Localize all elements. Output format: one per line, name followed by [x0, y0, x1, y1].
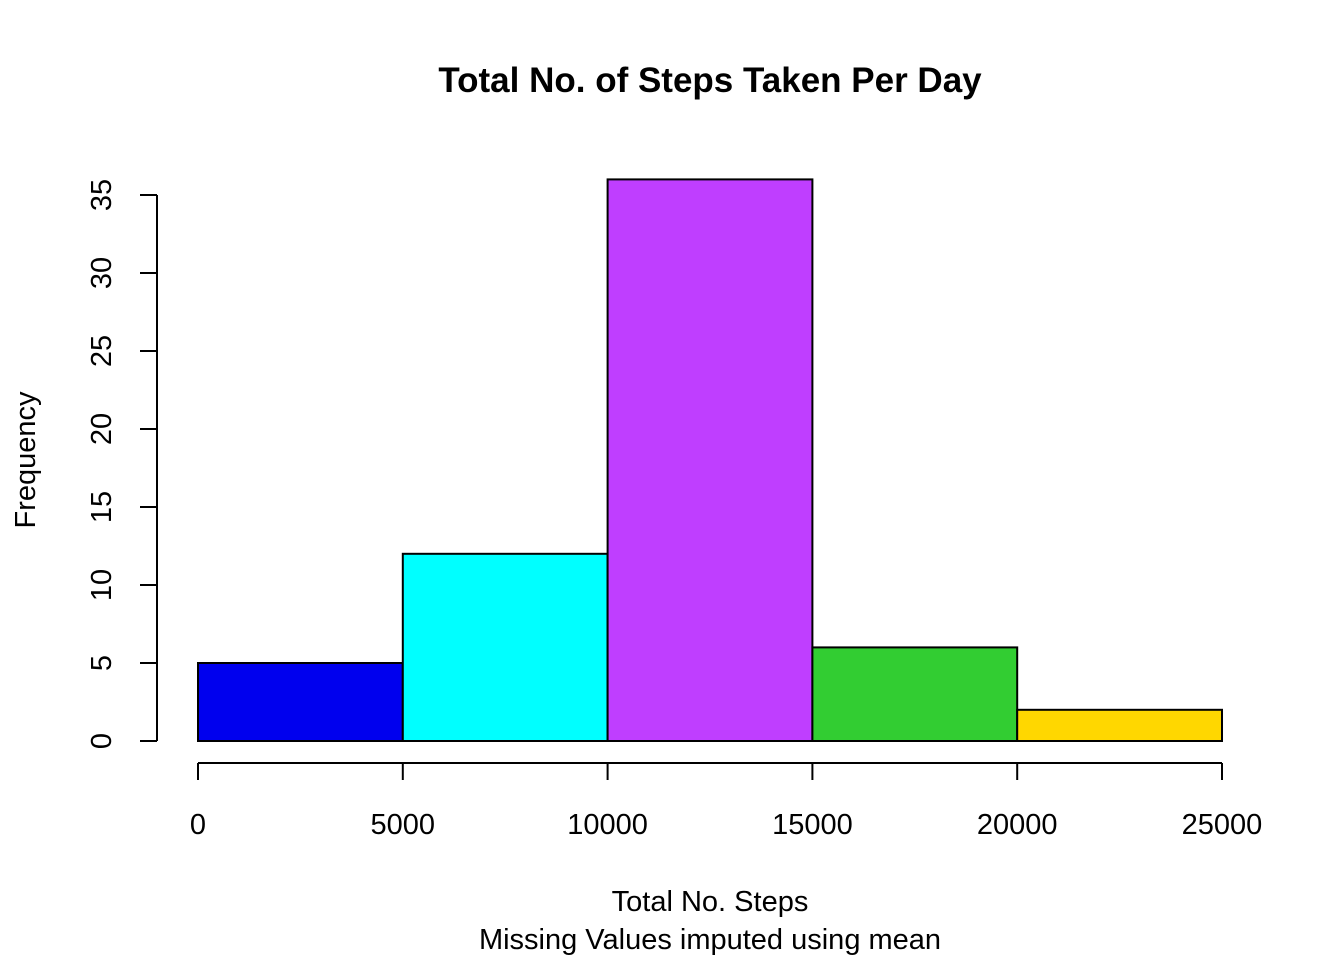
x-tick-label: 0	[190, 809, 206, 841]
y-tick-label: 10	[86, 569, 118, 601]
chart-title: Total No. of Steps Taken Per Day	[438, 61, 982, 100]
histogram-bar-3	[606, 178, 814, 742]
y-axis-label: Frequency	[10, 391, 42, 529]
y-tick-label: 35	[86, 179, 118, 211]
x-axis-subtitle: Missing Values imputed using mean	[479, 924, 941, 956]
histogram-bar-2	[401, 552, 609, 742]
bars-group	[197, 178, 1224, 743]
x-tick-label: 10000	[567, 809, 648, 841]
histogram-bar-4	[811, 646, 1019, 743]
y-tick-label: 15	[86, 491, 118, 523]
y-axis: 0 5 10 15 20 25 30 35	[86, 179, 158, 749]
y-tick-label: 25	[86, 335, 118, 367]
histogram-bar-5	[1016, 708, 1224, 742]
y-tick-label: 30	[86, 257, 118, 289]
x-tick-label: 15000	[772, 809, 853, 841]
x-tick-label: 25000	[1182, 809, 1263, 841]
y-tick-label: 0	[86, 733, 118, 749]
x-axis: 0 5000 10000 15000 20000 25000	[190, 762, 1263, 841]
x-tick-label: 20000	[977, 809, 1058, 841]
histogram-bar-1	[197, 662, 404, 742]
y-tick-label: 5	[86, 655, 118, 671]
x-axis-label: Total No. Steps	[612, 886, 809, 918]
y-tick-label: 20	[86, 413, 118, 445]
x-tick-label: 5000	[371, 809, 436, 841]
